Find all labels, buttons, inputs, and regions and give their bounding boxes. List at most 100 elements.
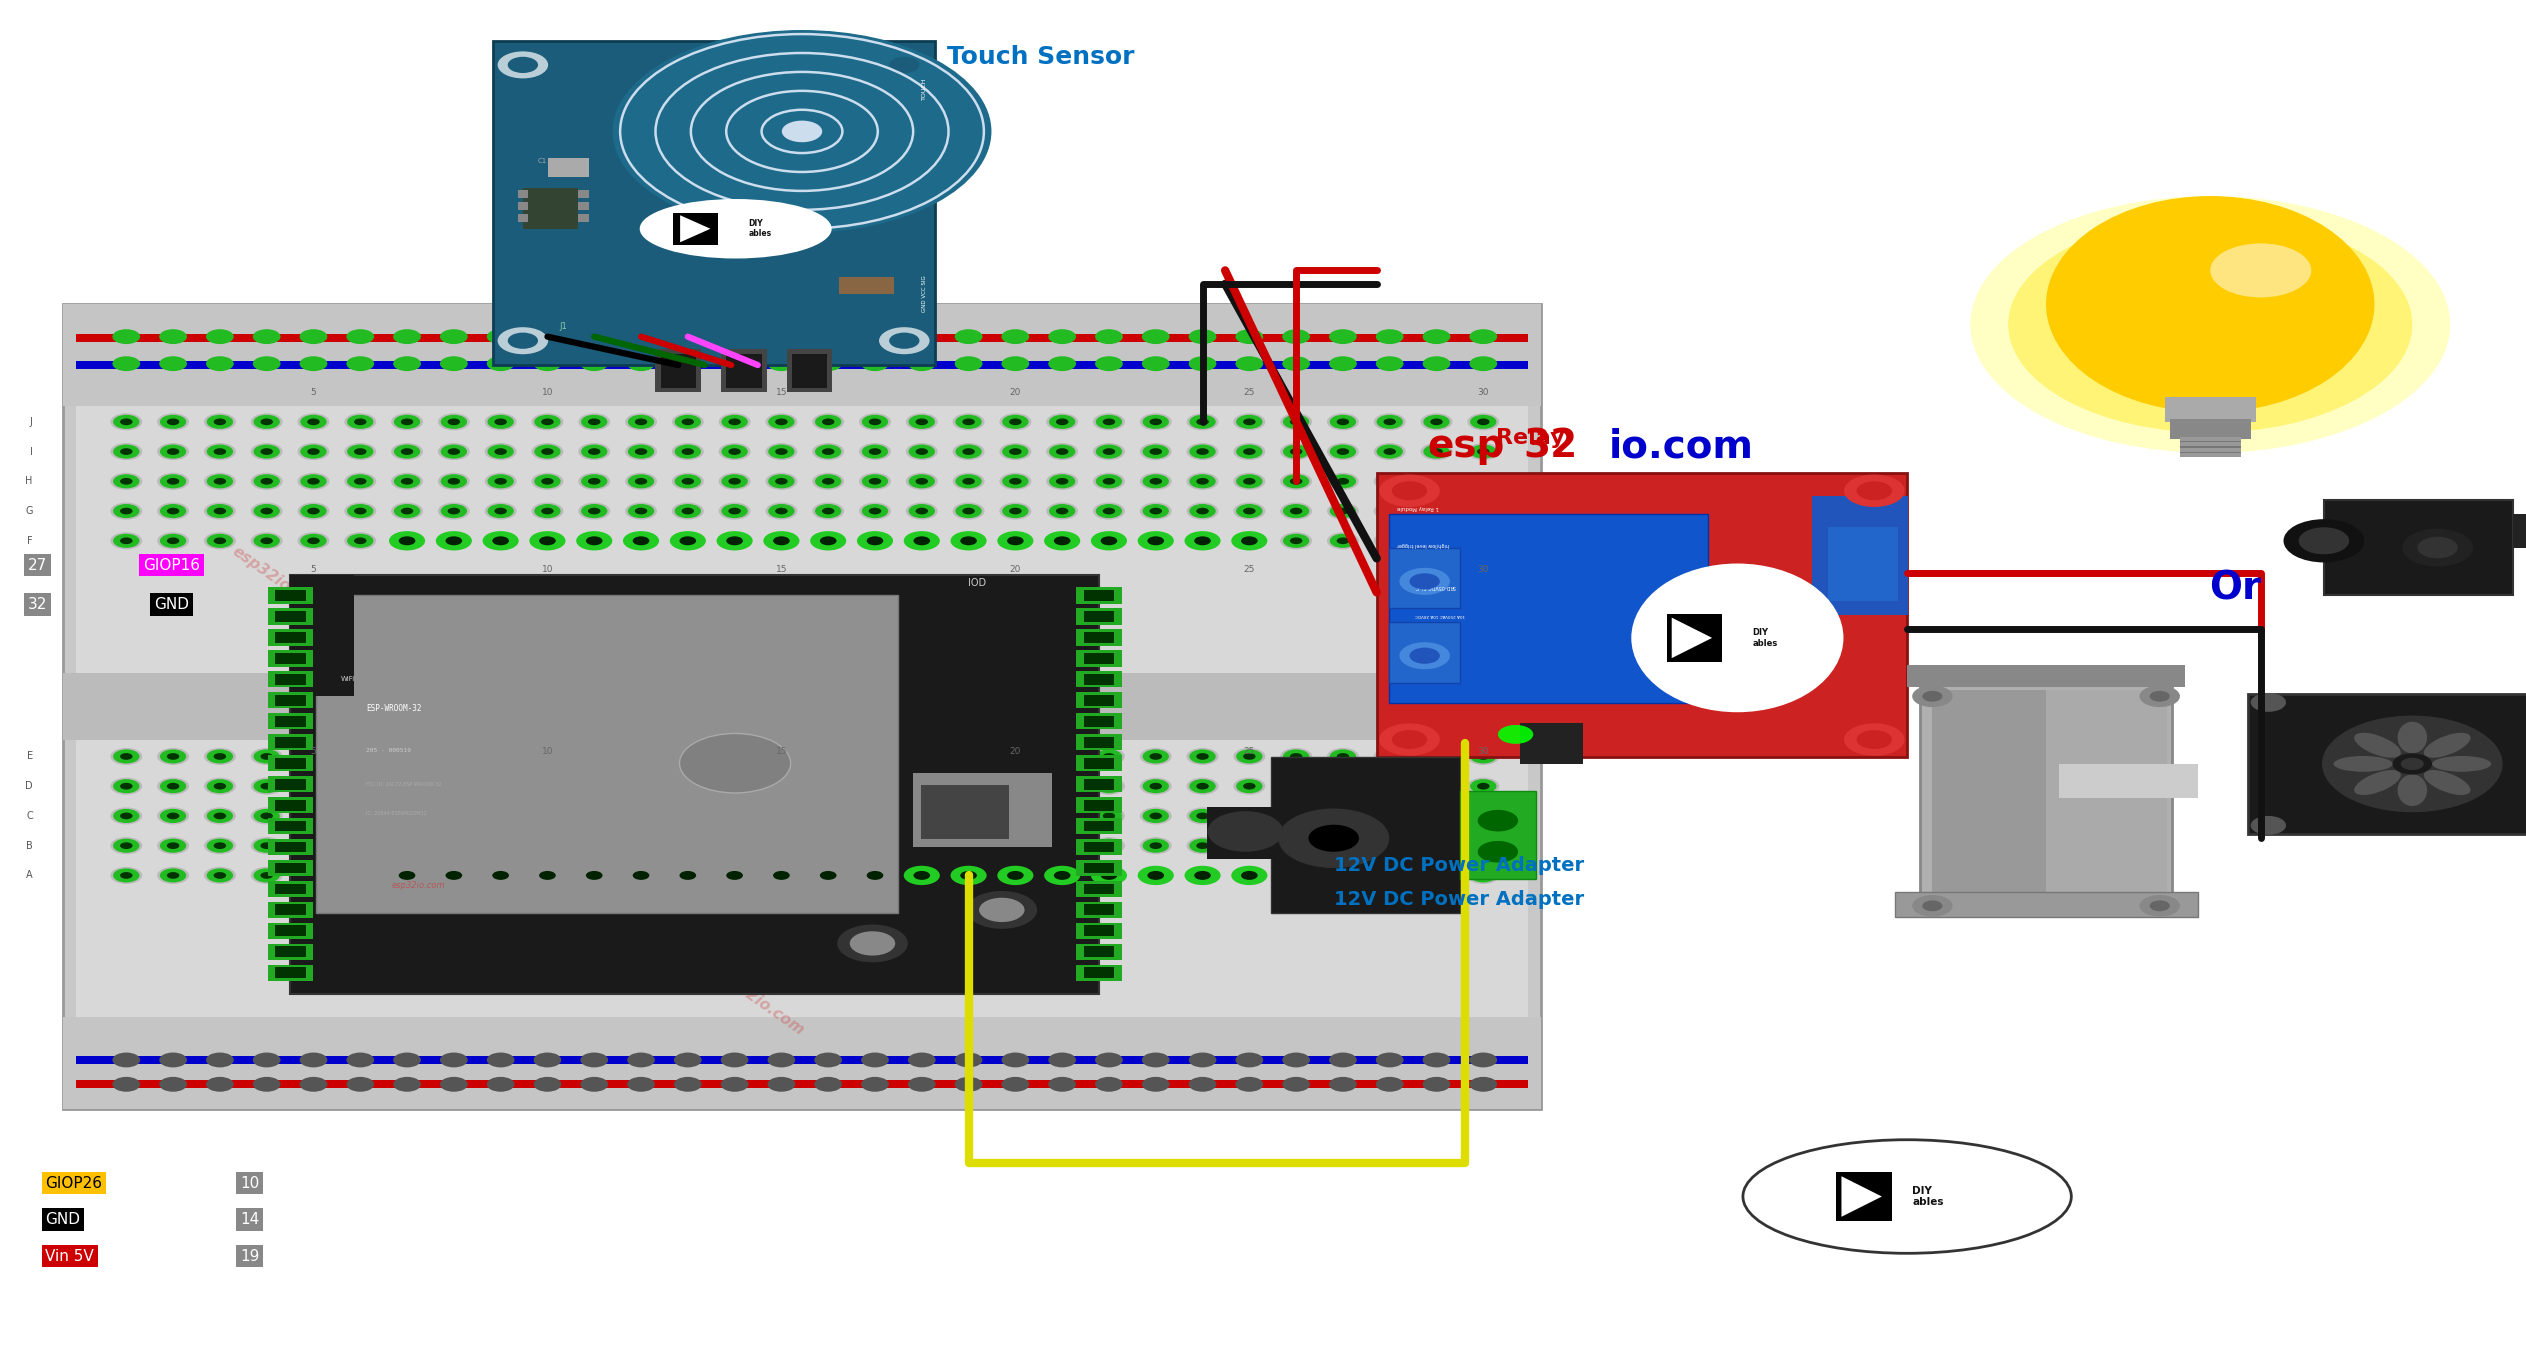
Circle shape xyxy=(346,808,374,823)
Circle shape xyxy=(1922,900,1942,911)
Circle shape xyxy=(1094,414,1124,430)
Circle shape xyxy=(1094,533,1124,549)
Circle shape xyxy=(727,449,740,454)
Bar xyxy=(1084,611,1114,622)
Circle shape xyxy=(508,57,538,73)
Circle shape xyxy=(907,357,935,372)
Circle shape xyxy=(1207,811,1283,852)
Circle shape xyxy=(394,357,422,372)
Circle shape xyxy=(159,808,187,823)
Circle shape xyxy=(674,504,702,518)
Circle shape xyxy=(1377,779,1402,794)
Bar xyxy=(268,776,313,792)
Circle shape xyxy=(1233,807,1266,825)
Bar xyxy=(1084,926,1114,937)
Circle shape xyxy=(1104,783,1114,790)
Circle shape xyxy=(674,534,702,548)
Circle shape xyxy=(1043,531,1081,550)
Circle shape xyxy=(301,330,328,345)
Circle shape xyxy=(1046,807,1079,825)
Polygon shape xyxy=(679,215,710,242)
Bar xyxy=(1084,841,1114,853)
Circle shape xyxy=(1094,837,1124,854)
Bar xyxy=(2180,437,2241,453)
Circle shape xyxy=(440,357,467,372)
Text: 10: 10 xyxy=(541,746,553,756)
Circle shape xyxy=(816,868,841,883)
Circle shape xyxy=(1478,810,1518,831)
Circle shape xyxy=(253,330,280,345)
Circle shape xyxy=(533,808,561,823)
Circle shape xyxy=(485,473,518,489)
Circle shape xyxy=(1283,808,1308,823)
Circle shape xyxy=(581,504,606,518)
Circle shape xyxy=(952,748,985,765)
Circle shape xyxy=(1377,1052,1404,1068)
Circle shape xyxy=(111,837,141,854)
Circle shape xyxy=(632,871,649,880)
Circle shape xyxy=(1096,808,1122,823)
Bar xyxy=(922,784,1010,838)
Circle shape xyxy=(674,838,702,853)
Circle shape xyxy=(121,479,131,484)
Circle shape xyxy=(1384,538,1397,544)
Bar xyxy=(2059,764,2198,798)
Circle shape xyxy=(2150,691,2170,702)
Circle shape xyxy=(344,748,376,765)
Circle shape xyxy=(955,868,983,883)
Circle shape xyxy=(1243,449,1255,454)
Circle shape xyxy=(301,838,326,853)
Circle shape xyxy=(1384,813,1397,819)
Circle shape xyxy=(114,838,139,853)
Circle shape xyxy=(440,868,467,883)
Circle shape xyxy=(485,807,518,825)
Circle shape xyxy=(1142,868,1170,883)
Circle shape xyxy=(914,479,927,484)
Ellipse shape xyxy=(2425,771,2470,795)
Circle shape xyxy=(727,479,740,484)
Circle shape xyxy=(952,414,985,430)
Circle shape xyxy=(768,838,796,853)
Circle shape xyxy=(1235,1076,1263,1092)
Circle shape xyxy=(589,842,601,849)
Circle shape xyxy=(672,807,705,825)
Circle shape xyxy=(482,531,518,550)
Bar xyxy=(268,587,313,603)
Circle shape xyxy=(682,419,695,425)
Circle shape xyxy=(909,475,935,488)
Circle shape xyxy=(157,503,189,519)
Circle shape xyxy=(1470,838,1495,853)
Circle shape xyxy=(1430,449,1442,454)
Circle shape xyxy=(763,865,798,886)
Circle shape xyxy=(440,808,467,823)
Circle shape xyxy=(909,534,935,548)
Circle shape xyxy=(813,837,844,854)
Circle shape xyxy=(955,534,983,548)
Circle shape xyxy=(298,777,328,795)
Circle shape xyxy=(167,753,179,760)
Circle shape xyxy=(1048,415,1076,429)
Circle shape xyxy=(121,419,131,425)
Circle shape xyxy=(1336,753,1349,760)
Circle shape xyxy=(1000,533,1031,549)
Circle shape xyxy=(533,868,561,883)
Circle shape xyxy=(1233,443,1266,460)
Circle shape xyxy=(354,479,366,484)
Circle shape xyxy=(727,813,740,819)
Circle shape xyxy=(1374,443,1404,460)
Circle shape xyxy=(1243,538,1255,544)
Circle shape xyxy=(1470,415,1495,429)
Bar xyxy=(63,1017,1541,1109)
Circle shape xyxy=(727,753,740,760)
Circle shape xyxy=(768,330,796,345)
Circle shape xyxy=(816,445,841,458)
Circle shape xyxy=(207,838,232,853)
Bar xyxy=(1207,807,1283,859)
Bar xyxy=(268,944,313,960)
Circle shape xyxy=(485,867,518,884)
Circle shape xyxy=(298,473,328,489)
Circle shape xyxy=(260,783,273,790)
Bar xyxy=(2180,437,2241,441)
Circle shape xyxy=(167,479,179,484)
Circle shape xyxy=(861,534,889,548)
